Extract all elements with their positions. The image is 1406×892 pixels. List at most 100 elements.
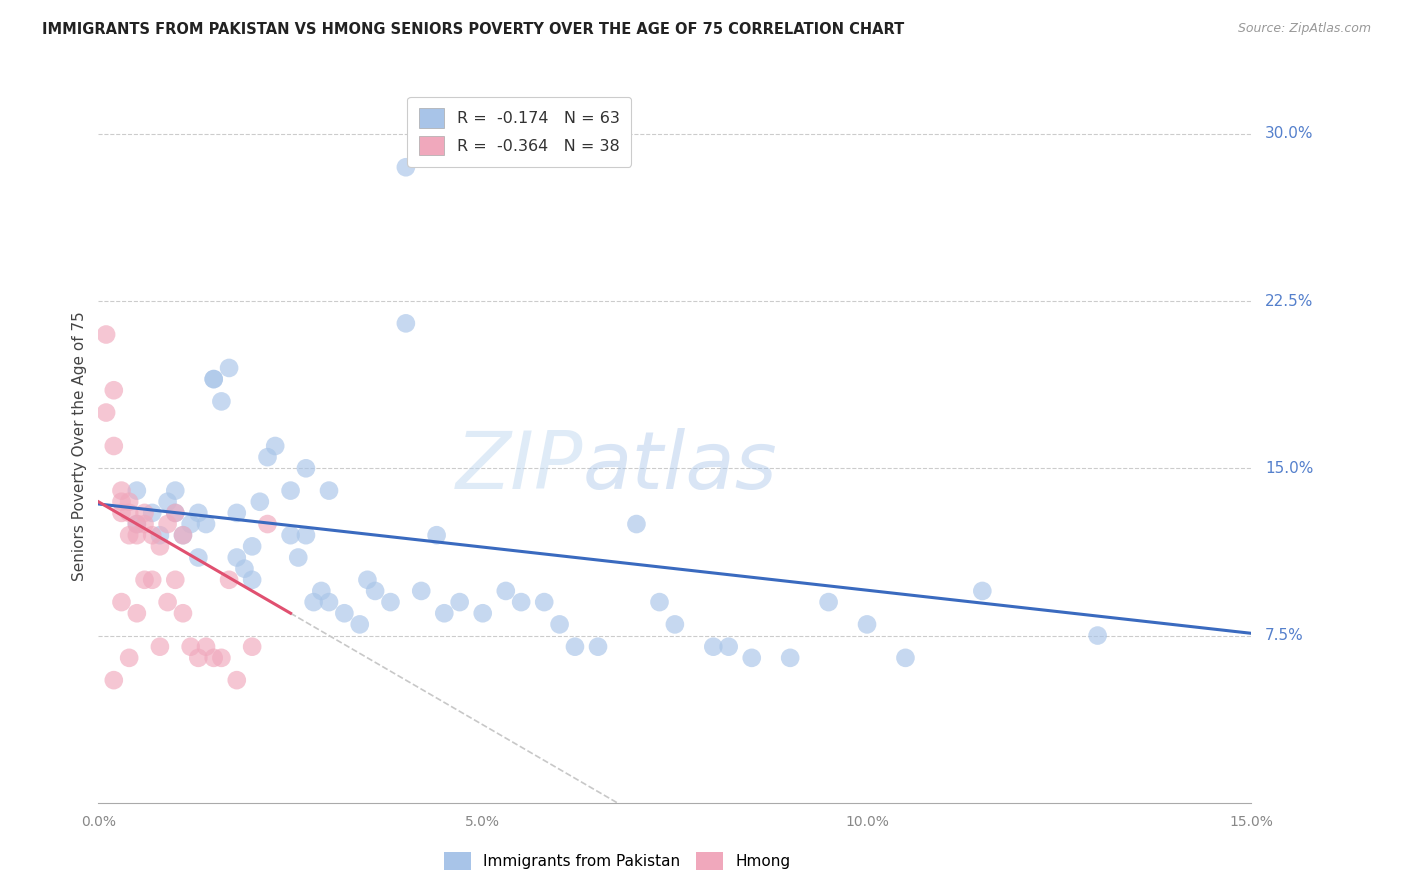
- Text: atlas: atlas: [582, 428, 778, 507]
- Point: [256, 517, 278, 532]
- Point: [156, 517, 179, 532]
- Point: [225, 550, 247, 565]
- Point: [125, 517, 148, 532]
- Point: [94, 405, 117, 420]
- Text: 15.0%: 15.0%: [1265, 461, 1313, 475]
- Point: [280, 483, 302, 498]
- Point: [125, 607, 148, 621]
- Point: [225, 673, 247, 687]
- Point: [779, 651, 801, 665]
- Point: [110, 483, 132, 498]
- Point: [548, 617, 571, 632]
- Point: [295, 528, 318, 542]
- Point: [156, 494, 179, 508]
- Point: [202, 372, 225, 386]
- Point: [233, 562, 256, 576]
- Point: [287, 550, 309, 565]
- Point: [1087, 628, 1109, 642]
- Point: [172, 607, 194, 621]
- Point: [118, 528, 141, 542]
- Point: [225, 506, 247, 520]
- Point: [395, 317, 418, 331]
- Point: [249, 494, 271, 508]
- Point: [110, 506, 132, 520]
- Point: [510, 595, 533, 609]
- Text: Source: ZipAtlas.com: Source: ZipAtlas.com: [1237, 22, 1371, 36]
- Point: [103, 673, 125, 687]
- Point: [156, 595, 179, 609]
- Point: [149, 640, 172, 654]
- Point: [195, 517, 218, 532]
- Point: [717, 640, 740, 654]
- Point: [141, 506, 163, 520]
- Point: [103, 439, 125, 453]
- Point: [648, 595, 671, 609]
- Point: [411, 583, 433, 598]
- Point: [972, 583, 994, 598]
- Point: [134, 573, 156, 587]
- Point: [256, 450, 278, 465]
- Point: [626, 517, 648, 532]
- Legend: Immigrants from Pakistan, Hmong: Immigrants from Pakistan, Hmong: [436, 845, 799, 877]
- Point: [118, 651, 141, 665]
- Point: [856, 617, 879, 632]
- Point: [295, 461, 318, 475]
- Point: [141, 573, 163, 587]
- Point: [172, 528, 194, 542]
- Point: [894, 651, 917, 665]
- Point: [187, 651, 209, 665]
- Point: [94, 327, 117, 342]
- Point: [741, 651, 763, 665]
- Point: [172, 528, 194, 542]
- Point: [586, 640, 609, 654]
- Point: [318, 483, 340, 498]
- Point: [664, 617, 686, 632]
- Point: [364, 583, 387, 598]
- Y-axis label: Seniors Poverty Over the Age of 75: Seniors Poverty Over the Age of 75: [72, 311, 87, 581]
- Point: [103, 384, 125, 398]
- Point: [202, 372, 225, 386]
- Point: [110, 494, 132, 508]
- Point: [380, 595, 402, 609]
- Point: [449, 595, 471, 609]
- Point: [118, 506, 141, 520]
- Point: [311, 583, 333, 598]
- Point: [433, 607, 456, 621]
- Point: [149, 528, 172, 542]
- Point: [218, 360, 240, 375]
- Point: [165, 506, 187, 520]
- Point: [356, 573, 378, 587]
- Point: [134, 517, 156, 532]
- Point: [395, 161, 418, 175]
- Point: [209, 651, 232, 665]
- Text: ZIP: ZIP: [456, 428, 582, 507]
- Point: [149, 539, 172, 553]
- Point: [118, 494, 141, 508]
- Point: [202, 651, 225, 665]
- Point: [318, 595, 340, 609]
- Point: [165, 483, 187, 498]
- Point: [240, 573, 263, 587]
- Point: [165, 573, 187, 587]
- Point: [702, 640, 724, 654]
- Point: [533, 595, 555, 609]
- Point: [165, 506, 187, 520]
- Point: [125, 517, 148, 532]
- Text: 7.5%: 7.5%: [1265, 628, 1303, 643]
- Point: [110, 595, 132, 609]
- Text: 30.0%: 30.0%: [1265, 127, 1313, 141]
- Text: IMMIGRANTS FROM PAKISTAN VS HMONG SENIORS POVERTY OVER THE AGE OF 75 CORRELATION: IMMIGRANTS FROM PAKISTAN VS HMONG SENIOR…: [42, 22, 904, 37]
- Point: [471, 607, 494, 621]
- Point: [817, 595, 839, 609]
- Point: [180, 640, 202, 654]
- Point: [125, 528, 148, 542]
- Point: [333, 607, 356, 621]
- Point: [125, 483, 148, 498]
- Point: [141, 528, 163, 542]
- Point: [564, 640, 586, 654]
- Point: [302, 595, 325, 609]
- Point: [209, 394, 232, 409]
- Point: [240, 539, 263, 553]
- Point: [195, 640, 218, 654]
- Point: [495, 583, 517, 598]
